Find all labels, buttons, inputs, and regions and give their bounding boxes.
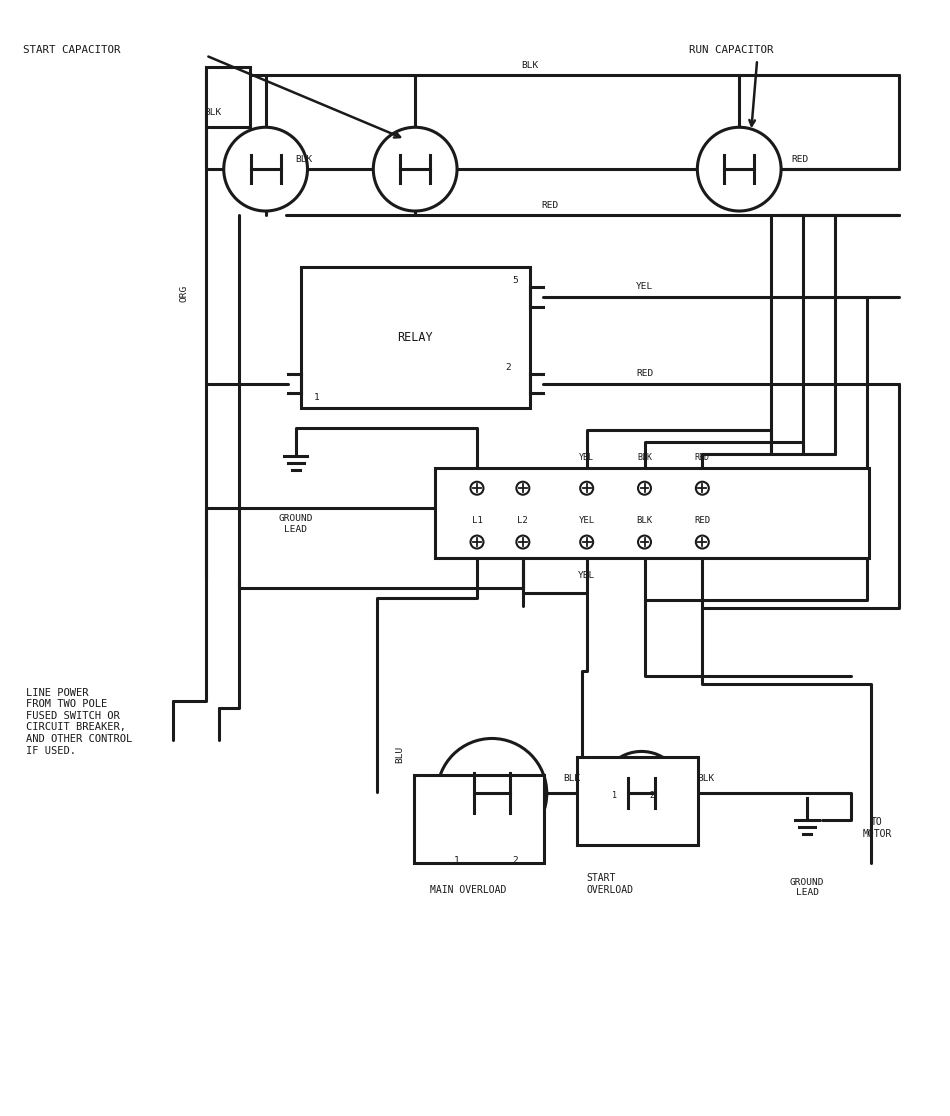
Text: TO
MOTOR: TO MOTOR xyxy=(863,817,891,839)
Circle shape xyxy=(599,751,683,835)
Text: BLK: BLK xyxy=(522,61,539,70)
Text: BLK: BLK xyxy=(637,453,652,462)
Circle shape xyxy=(580,482,593,494)
Circle shape xyxy=(373,127,457,211)
Bar xyxy=(206,67,250,127)
Text: 5: 5 xyxy=(512,276,518,285)
Text: RED: RED xyxy=(636,368,654,377)
Text: YEL: YEL xyxy=(578,571,596,580)
Circle shape xyxy=(470,482,484,494)
Text: YEL: YEL xyxy=(579,516,595,525)
Text: 1: 1 xyxy=(612,791,617,800)
Circle shape xyxy=(695,482,709,494)
Text: RED: RED xyxy=(542,201,559,210)
Text: BLK: BLK xyxy=(295,155,313,164)
Circle shape xyxy=(224,127,308,211)
Circle shape xyxy=(580,536,593,549)
Text: GROUND
LEAD: GROUND LEAD xyxy=(278,514,313,533)
Text: 1: 1 xyxy=(314,394,319,403)
Text: 2: 2 xyxy=(512,856,518,865)
Text: MAIN OVERLOAD: MAIN OVERLOAD xyxy=(430,885,506,895)
Bar xyxy=(435,469,869,558)
Circle shape xyxy=(437,739,547,848)
Text: YEL: YEL xyxy=(636,281,654,291)
Text: RED: RED xyxy=(791,155,808,164)
Text: BLU: BLU xyxy=(395,747,405,763)
Text: START
OVERLOAD: START OVERLOAD xyxy=(587,874,634,895)
Circle shape xyxy=(695,536,709,549)
Text: 2: 2 xyxy=(650,791,655,800)
Bar xyxy=(577,758,698,845)
Circle shape xyxy=(470,536,484,549)
Text: L1: L1 xyxy=(471,516,483,525)
Text: 1: 1 xyxy=(454,856,460,865)
Text: BLK: BLK xyxy=(697,775,715,783)
Text: ORG: ORG xyxy=(180,285,188,301)
Text: BLK: BLK xyxy=(636,516,653,525)
Text: START CAPACITOR: START CAPACITOR xyxy=(24,46,121,56)
Text: 2: 2 xyxy=(504,363,511,372)
Text: RELAY: RELAY xyxy=(397,331,433,344)
Text: L2: L2 xyxy=(518,516,528,525)
Bar xyxy=(414,776,543,863)
Text: BLK: BLK xyxy=(563,775,580,783)
Text: BLK: BLK xyxy=(204,108,221,117)
Circle shape xyxy=(638,536,651,549)
Circle shape xyxy=(697,127,781,211)
Text: LINE POWER
FROM TWO POLE
FUSED SWITCH OR
CIRCUIT BREAKER,
AND OTHER CONTROL
IF U: LINE POWER FROM TWO POLE FUSED SWITCH OR… xyxy=(27,687,133,756)
Text: GROUND
LEAD: GROUND LEAD xyxy=(789,878,825,897)
Text: RUN CAPACITOR: RUN CAPACITOR xyxy=(690,46,774,56)
Text: RED: RED xyxy=(694,516,711,525)
Bar xyxy=(300,267,530,408)
Circle shape xyxy=(517,536,529,549)
Circle shape xyxy=(638,482,651,494)
Text: YEL: YEL xyxy=(580,453,594,462)
Circle shape xyxy=(517,482,529,494)
Text: RED: RED xyxy=(694,453,710,462)
